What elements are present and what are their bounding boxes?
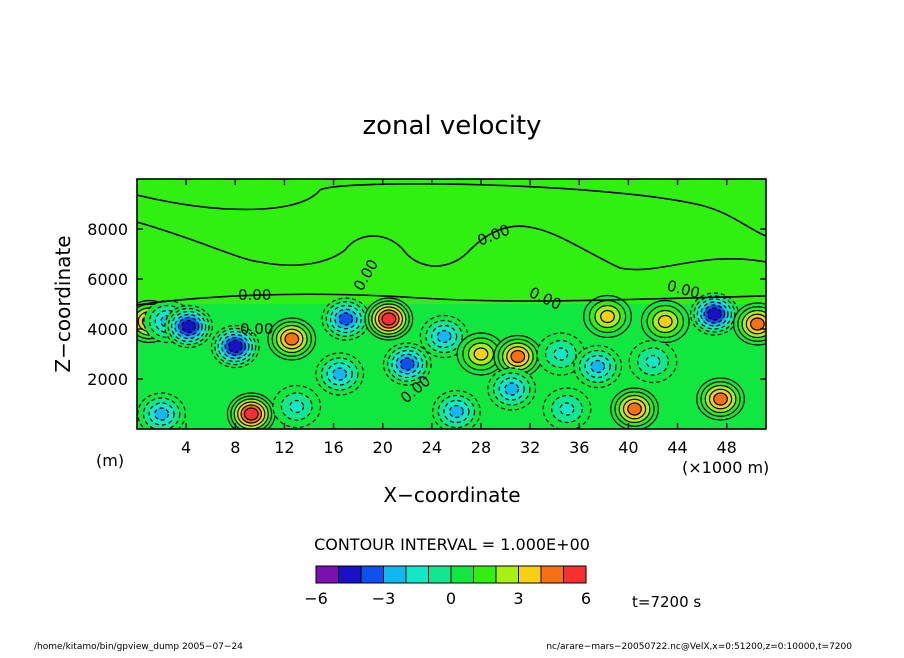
x-tick-label: 16 [323, 438, 343, 457]
velocity-features [137, 292, 766, 429]
velocity-cell [627, 402, 642, 416]
velocity-cell [284, 332, 300, 346]
velocity-cell [750, 317, 765, 331]
velocity-cell [645, 354, 661, 369]
plot-area [137, 179, 766, 429]
x-axis-label: X−coordinate [383, 483, 520, 507]
velocity-cell [154, 407, 169, 421]
colorbar-swatch [473, 565, 497, 584]
velocity-cell [473, 347, 489, 361]
x-tick-label: 36 [569, 438, 589, 457]
y-tick-label: 8000 [87, 220, 128, 239]
y-axis-label: Z−coordinate [51, 235, 75, 372]
colorbar-tick-labels: −6 −3 0 3 6 [304, 589, 591, 608]
colorbar-swatch [495, 565, 519, 584]
y-axis-ticks: 2000 4000 6000 8000 [87, 220, 766, 389]
x-tick-label: 8 [230, 438, 240, 457]
velocity-cell [559, 402, 575, 416]
colorbar-tick-label: −3 [372, 589, 396, 608]
colorbar-tick-label: 6 [581, 589, 591, 608]
velocity-cell [436, 329, 452, 344]
velocity-cell [600, 309, 615, 324]
velocity-cell [510, 349, 526, 364]
x-tick-label: 40 [618, 438, 638, 457]
x-axis-ticks: 4 8 12 16 20 24 28 32 36 40 44 48 [181, 179, 737, 457]
colorbar [315, 565, 587, 584]
upper-layer-fill [137, 179, 766, 304]
x-tick-label: 20 [373, 438, 393, 457]
x-tick-label: 32 [520, 438, 540, 457]
velocity-cell [504, 382, 520, 396]
contour-line [137, 221, 766, 271]
y-axis-units: (m) [96, 451, 124, 470]
velocity-cell [227, 339, 243, 354]
velocity-cell [399, 357, 415, 371]
velocity-cell [657, 314, 673, 329]
x-tick-label: 12 [274, 438, 294, 457]
x-tick-label: 28 [471, 438, 491, 457]
velocity-cell [332, 367, 348, 381]
colorbar-swatch [315, 565, 339, 584]
velocity-cell [338, 312, 354, 326]
colorbar-swatch [540, 565, 564, 584]
contour-line [137, 183, 766, 237]
velocity-cell [449, 404, 464, 419]
colorbar-tick-label: 3 [513, 589, 523, 608]
time-label: t=7200 s [632, 593, 701, 611]
velocity-cell [590, 359, 606, 374]
velocity-cell [289, 399, 305, 414]
velocity-cell [713, 392, 728, 406]
velocity-cell [381, 312, 397, 326]
colorbar-tick-label: −6 [304, 589, 328, 608]
chart-title: zonal velocity [362, 111, 541, 141]
colorbar-tick-label: 0 [446, 589, 456, 608]
upper-layer-band [137, 179, 766, 304]
colorbar-swatch [338, 565, 362, 584]
colorbar-swatch [360, 565, 384, 584]
velocity-cell [181, 319, 196, 334]
colorbar-swatch [518, 565, 542, 584]
x-tick-label: 44 [667, 438, 687, 457]
x-tick-label: 48 [717, 438, 737, 457]
contour-label: 0.00 [238, 286, 271, 304]
colorbar-swatch [405, 565, 429, 584]
footer-right: nc/arare−mars−20050722.nc@VelX,x=0:51200… [546, 642, 852, 652]
velocity-cell [243, 407, 259, 421]
colorbar-swatch [428, 565, 452, 584]
y-tick-label: 4000 [87, 320, 128, 339]
colorbar-swatch [383, 565, 407, 584]
x-tick-label: 4 [181, 438, 191, 457]
footer-left: /home/kitamo/bin/gpview_dump 2005−07−24 [34, 642, 243, 652]
y-tick-label: 6000 [87, 270, 128, 289]
plot-frame [136, 178, 767, 430]
velocity-cell [707, 307, 722, 321]
colorbar-swatch [563, 565, 587, 584]
colorbar-swatch [450, 565, 474, 584]
velocity-cell [553, 347, 569, 361]
contour-line [137, 293, 766, 306]
contour-label: 0.00 [240, 320, 273, 338]
x-tick-label: 24 [422, 438, 442, 457]
x-axis-units: (×1000 m) [682, 458, 769, 477]
y-tick-label: 2000 [87, 370, 128, 389]
contour-interval-text: CONTOUR INTERVAL = 1.000E+00 [314, 535, 590, 554]
